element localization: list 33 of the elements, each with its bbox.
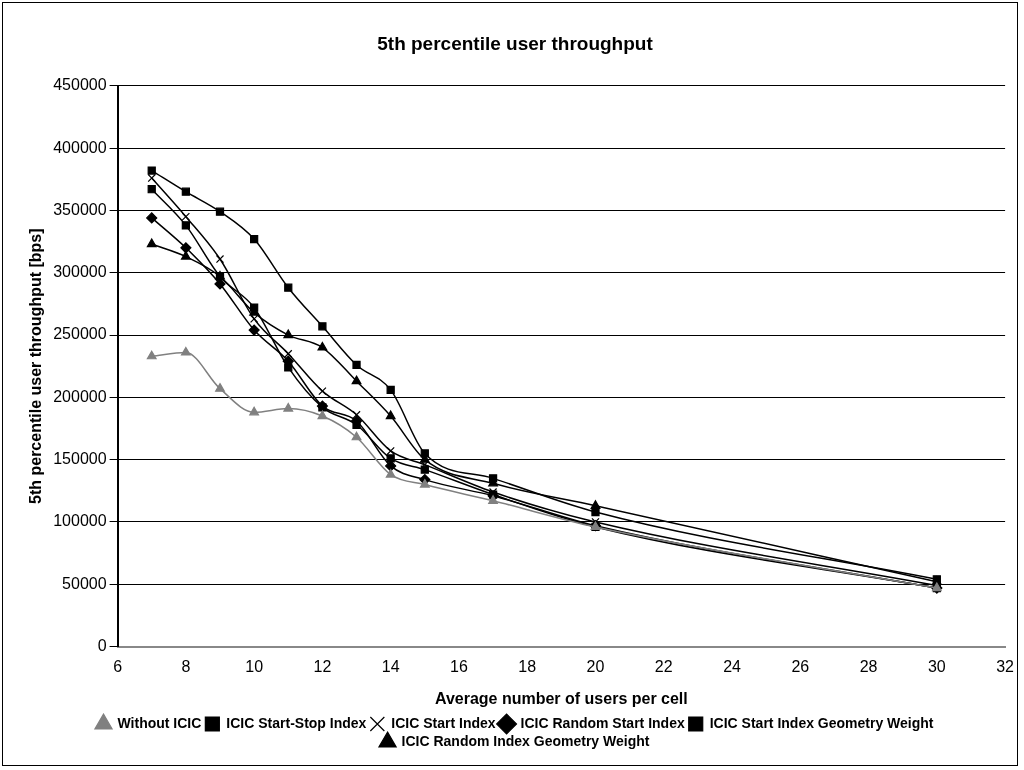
x-tick-label: 12	[313, 657, 332, 675]
y-tick-label: 200000	[53, 387, 107, 405]
y-tick-label: 450000	[53, 76, 107, 94]
x-tick-label: 30	[927, 657, 946, 675]
chart-title: 5th percentile user throughput	[377, 32, 654, 54]
y-tick-label: 250000	[53, 325, 107, 343]
y-tick-label: 50000	[62, 574, 107, 592]
legend-label: ICIC Start-Stop Index	[226, 714, 367, 731]
x-tick-label: 16	[450, 657, 468, 675]
legend-label: ICIC Start Index	[391, 714, 496, 731]
legend-label: ICIC Random Index Geometry Weight	[401, 732, 650, 749]
y-tick-label: 400000	[53, 138, 107, 156]
y-tick-label: 150000	[53, 450, 107, 468]
y-tick-label: 100000	[53, 512, 107, 530]
legend-label: ICIC Start Index Geometry Weight	[709, 714, 934, 731]
x-tick-label: 20	[586, 657, 605, 675]
x-tick-label: 18	[518, 657, 537, 675]
x-tick-label: 8	[181, 657, 191, 675]
x-tick-label: 10	[245, 657, 264, 675]
y-tick-label: 300000	[53, 263, 107, 281]
x-axis-title: Average number of users per cell	[434, 689, 688, 707]
x-tick-label: 22	[654, 657, 673, 675]
y-axis-title: 5th percentile user throughput [bps]	[27, 228, 45, 504]
legend-label: ICIC Random Start Index	[520, 714, 685, 731]
y-tick-label: 350000	[53, 200, 107, 218]
x-tick-label: 26	[791, 657, 810, 675]
x-tick-label: 14	[381, 657, 400, 675]
legend-label: Without ICIC	[117, 714, 202, 731]
x-tick-label: 32	[996, 657, 1015, 675]
x-tick-label: 6	[113, 657, 123, 675]
x-tick-label: 24	[723, 657, 742, 675]
x-tick-label: 28	[859, 657, 878, 675]
y-tick-label: 0	[97, 637, 107, 655]
